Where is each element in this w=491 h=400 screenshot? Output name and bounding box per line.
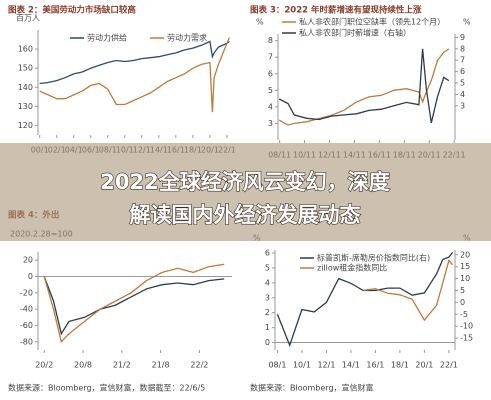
y2-axis-label: % <box>463 18 471 27</box>
y2-tick-label: 3 <box>460 101 465 110</box>
x-tick-label: 22/2 <box>190 361 208 370</box>
y-tick-label: 0 <box>28 272 33 281</box>
y-tick-label: 150 <box>18 64 33 73</box>
x-tick-label: 21/2 <box>113 361 131 370</box>
y-tick-label: 0 <box>265 338 270 347</box>
y2-tick-label: 5 <box>460 79 465 88</box>
x-tick-label: 10/1 <box>293 361 311 370</box>
y2-tick-label: -10 <box>460 322 473 331</box>
y-tick-label: 6 <box>268 69 273 78</box>
series-line <box>43 276 225 336</box>
y-axis-label: % <box>256 18 264 27</box>
y-tick-label: 3 <box>265 293 270 302</box>
legend-label: 私人非农部门职位空缺率（领先12个月） <box>299 17 445 27</box>
x-tick-label: 20/8 <box>74 361 92 370</box>
source: 数据来源：Bloomberg，宣信财富，数据截至：22/6/5 <box>8 383 205 393</box>
y-tick-label: 2 <box>265 308 270 317</box>
x-tick-label: 21/8 <box>152 361 170 370</box>
y2-tick-label: 4 <box>460 90 465 99</box>
y-tick-label: 140 <box>18 83 33 92</box>
banner-line: 2022全球经济风云变幻，深度 <box>100 170 389 194</box>
y-tick-label: 20 <box>23 256 33 265</box>
y-tick-label: 6 <box>265 248 270 257</box>
y-tick-label: 8 <box>268 36 273 45</box>
banner-bg <box>0 143 491 241</box>
y-tick-label: 5 <box>268 86 273 95</box>
legend-label: zillow租金指数同比 <box>317 263 387 273</box>
y2-tick-label: 5 <box>460 286 465 295</box>
y-axis-label: 百万人 <box>16 14 40 23</box>
x-tick-label: 14/1 <box>342 361 360 370</box>
y-tick-label: -20 <box>20 288 33 297</box>
x-tick-label: 16/1 <box>366 361 384 370</box>
y-tick-label: 160 <box>18 45 33 54</box>
legend-label: 劳动力供给 <box>87 33 127 43</box>
y2-tick-label: 10 <box>460 274 470 283</box>
chart-title: 图表 3：2022 年时薪增速有望现持续性上涨 <box>250 5 422 16</box>
series-line <box>278 48 450 126</box>
banner-line: 解读国内外经济发展动态 <box>130 203 361 227</box>
x-tick-label: 18/1 <box>391 361 409 370</box>
y2-tick-label: 9 <box>460 33 465 42</box>
y2-tick-label: 7 <box>460 56 465 65</box>
legend-label: 标普凯斯-席勒房价指数同比(右) <box>317 253 430 263</box>
y2-tick-label: 15 <box>460 262 470 271</box>
series-line <box>43 263 225 344</box>
series-line <box>276 251 454 348</box>
y-tick-label: 3 <box>268 119 273 128</box>
legend-label: 私人非农部门时薪增速（右轴） <box>299 28 411 38</box>
source: 数据来源：Bloomberg，宣信财富 <box>250 383 374 393</box>
y-tick-label: 4 <box>265 278 270 287</box>
legend-label: 劳动力需求 <box>167 33 207 43</box>
x-tick-label: 20/1 <box>415 361 433 370</box>
y-tick-label: 120 <box>18 121 33 130</box>
series-line <box>278 48 450 124</box>
x-tick-label: 08/1 <box>268 361 286 370</box>
chart-title: 图表 2：美国劳动力市场缺口较高 <box>8 5 136 16</box>
y2-tick-label: -5 <box>460 310 468 319</box>
y-tick-label: -60 <box>20 321 33 330</box>
y-tick-label: -40 <box>20 305 33 314</box>
x-tick-label: 22/1 <box>440 361 458 370</box>
y-tick-label: 130 <box>18 102 33 111</box>
y-tick-label: -80 <box>20 337 33 346</box>
x-tick-label: 20/2 <box>35 361 53 370</box>
y2-tick-label: 6 <box>460 67 465 76</box>
y-tick-label: 5 <box>265 263 270 272</box>
series-line <box>363 259 454 322</box>
y2-tick-label: 0 <box>460 298 465 307</box>
x-tick-label: 12/1 <box>317 361 335 370</box>
y2-tick-label: 20 <box>460 250 470 259</box>
y-tick-label: 4 <box>268 102 273 111</box>
y-tick-label: 1 <box>265 323 270 332</box>
y-tick-label: 7 <box>268 53 273 62</box>
y2-tick-label: -15 <box>460 334 473 343</box>
y2-tick-label: 8 <box>460 44 465 53</box>
series-line <box>39 37 230 113</box>
series-line <box>39 40 230 85</box>
